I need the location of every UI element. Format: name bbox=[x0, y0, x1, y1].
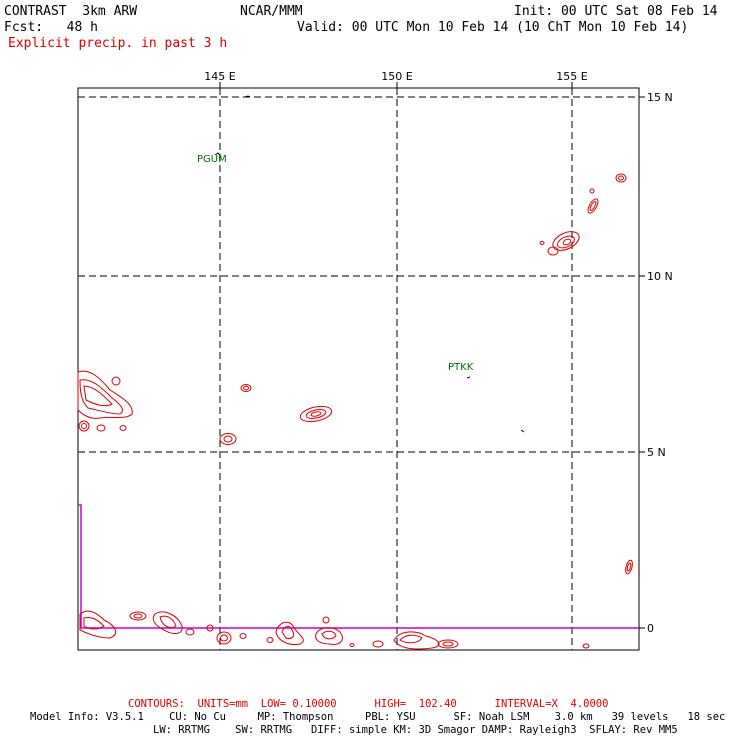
gridlines bbox=[78, 88, 639, 650]
model-info: Model Info: V3.5.1 CU: No Cu MP: Thompso… bbox=[30, 711, 726, 723]
lon-label-155e: 155 E bbox=[556, 70, 587, 83]
contour-info: CONTOURS: UNITS=mm LOW= 0.10000 HIGH= 10… bbox=[128, 698, 609, 710]
lat-label-0: 0 bbox=[647, 622, 654, 635]
station-label-ptkk: PTKK bbox=[448, 362, 474, 373]
org-label: NCAR/MMM bbox=[240, 4, 303, 19]
init-time: Init: 00 UTC Sat 08 Feb 14 bbox=[514, 4, 718, 19]
station-label-pgum: PGUM bbox=[197, 154, 227, 165]
map-frame bbox=[77, 87, 640, 651]
lat-label-10n: 10 N bbox=[647, 270, 673, 283]
lat-label-5n: 5 N bbox=[647, 446, 666, 459]
field-title: Explicit precip. in past 3 h bbox=[8, 36, 228, 51]
valid-time: Valid: 00 UTC Mon 10 Feb 14 (10 ChT Mon … bbox=[297, 20, 689, 35]
tick-marks bbox=[219, 82, 645, 629]
precip-contours bbox=[77, 173, 633, 650]
lat-label-15n: 15 N bbox=[647, 91, 673, 104]
forecast-hour: Fcst: 48 h bbox=[4, 20, 98, 35]
lon-label-150e: 150 E bbox=[381, 70, 412, 83]
physics-info: LW: RRTMG SW: RRTMG DIFF: simple KM: 3D … bbox=[153, 724, 678, 736]
equator-line bbox=[78, 504, 639, 629]
model-title: CONTRAST 3km ARW bbox=[4, 4, 138, 19]
island-marks bbox=[214, 95, 525, 433]
lon-label-145e: 145 E bbox=[204, 70, 235, 83]
